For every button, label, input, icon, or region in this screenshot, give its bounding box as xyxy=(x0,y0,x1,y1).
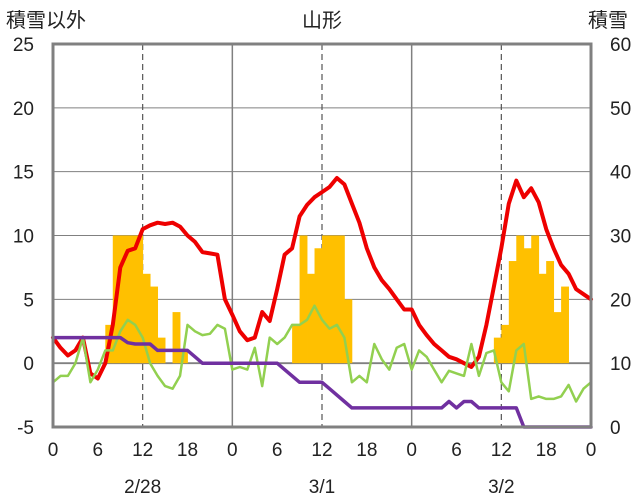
snow-bar xyxy=(172,312,181,364)
x-tick-label: 12 xyxy=(491,440,512,461)
snow-bar xyxy=(299,235,308,364)
snow-bar xyxy=(523,248,532,364)
x-tick-label: 6 xyxy=(272,440,283,461)
right-tick-label: 0 xyxy=(610,418,621,439)
day-label: 2/28 xyxy=(124,477,161,498)
snow-bar xyxy=(120,235,129,364)
plot-border xyxy=(51,42,593,429)
right-tick-label: 30 xyxy=(610,227,631,248)
left-axis-ticks: -5 0 5 10 15 20 25 xyxy=(13,35,34,439)
snow-bar xyxy=(142,273,151,364)
right-axis-label: 積雪 xyxy=(588,8,628,32)
right-axis-ticks: 0 10 20 30 40 50 60 xyxy=(610,35,631,439)
x-tick-label: 18 xyxy=(356,440,377,461)
left-tick-label: 10 xyxy=(13,227,34,248)
x-tick-label: 18 xyxy=(177,440,198,461)
snow-bar xyxy=(538,273,547,364)
snow-bar xyxy=(314,248,323,364)
snow-bar xyxy=(546,261,555,364)
snow-bar xyxy=(135,235,144,364)
series-line-1 xyxy=(51,176,593,381)
day-label: 3/1 xyxy=(309,477,335,498)
x-tick-label: 12 xyxy=(132,440,153,461)
x-tick-label: 6 xyxy=(451,440,462,461)
snow-bar xyxy=(127,235,136,364)
x-tick-label: 6 xyxy=(93,440,104,461)
snow-bar xyxy=(307,273,315,364)
snow-bar xyxy=(322,235,330,364)
snow-bar xyxy=(336,235,345,364)
left-tick-label: 0 xyxy=(23,354,34,375)
right-tick-label: 60 xyxy=(610,35,631,56)
chart-title: 山形 xyxy=(302,8,342,32)
x-tick-label: 18 xyxy=(536,440,557,461)
plot-frame xyxy=(51,42,593,429)
left-tick-label: 25 xyxy=(13,35,34,56)
left-tick-label: 20 xyxy=(13,99,34,120)
snow-bar xyxy=(531,235,540,364)
series-line-2 xyxy=(51,304,593,403)
snow-bar xyxy=(329,235,338,364)
snow-bar xyxy=(150,286,159,364)
right-tick-label: 40 xyxy=(610,163,631,184)
right-tick-label: 50 xyxy=(610,99,631,120)
snow-bar xyxy=(553,312,562,364)
x-tick-label: 0 xyxy=(227,440,238,461)
x-tick-label: 12 xyxy=(311,440,332,461)
left-tick-label: 5 xyxy=(23,290,34,311)
x-tick-label: 0 xyxy=(48,440,59,461)
left-tick-label: 15 xyxy=(13,163,34,184)
day-labels: 2/28 3/1 3/2 xyxy=(124,477,514,498)
snow-bar xyxy=(561,286,569,364)
left-axis-label: 積雪以外 xyxy=(6,8,86,32)
x-axis-ticks: 0 6 12 18 0 6 12 18 0 6 12 18 0 xyxy=(48,440,597,461)
right-tick-label: 10 xyxy=(610,354,631,375)
x-tick-label: 0 xyxy=(406,440,417,461)
snow-bar xyxy=(516,235,525,364)
day-label: 3/2 xyxy=(488,477,514,498)
left-tick-label: -5 xyxy=(17,418,34,439)
snow-bar xyxy=(508,261,517,364)
series-lines xyxy=(51,176,593,429)
snow-bar xyxy=(344,299,353,364)
snow-bar xyxy=(501,324,510,364)
snow-bar xyxy=(493,337,502,364)
x-tick-label: 0 xyxy=(586,440,597,461)
series-line-3 xyxy=(51,335,593,429)
right-tick-label: 20 xyxy=(610,290,631,311)
snow-bar xyxy=(292,324,300,364)
